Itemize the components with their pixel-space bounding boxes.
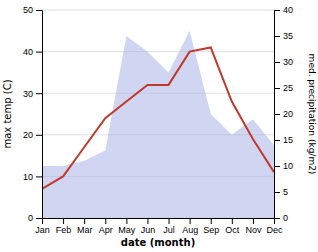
tick-mark <box>274 36 280 37</box>
tick: 50 <box>23 5 42 15</box>
tick-mark <box>36 93 42 94</box>
tick-mark <box>36 10 42 11</box>
axis-line <box>36 11 43 219</box>
tick: 25 <box>274 83 293 93</box>
tick: Jul <box>163 218 175 235</box>
tick-label: 30 <box>283 57 293 67</box>
marks <box>42 31 274 218</box>
tick-mark <box>274 114 280 115</box>
plot: JanFebMarAprMayJunJulAugSepOctNovDec0102… <box>23 5 293 235</box>
tick-mark <box>126 218 127 224</box>
tick-label: Jan <box>35 225 50 235</box>
tick-label: 10 <box>283 161 293 171</box>
tick-mark <box>36 176 42 177</box>
tick-mark <box>274 166 280 167</box>
tick: Nov <box>245 218 262 235</box>
tick-label: 0 <box>28 213 33 223</box>
tick-mark <box>232 218 233 224</box>
tick-label: Dec <box>266 225 283 235</box>
y-axis: 0 10 20 30 40 50 <box>23 5 43 223</box>
tick-mark <box>274 192 280 193</box>
y2-axis: 0 5 10 15 20 25 30 35 40 <box>274 5 293 223</box>
tick-mark <box>36 52 42 53</box>
axis-line <box>275 11 281 219</box>
tick: 20 <box>274 109 293 119</box>
tick-label: 40 <box>283 5 293 15</box>
tick: Sep <box>203 218 219 235</box>
tick-label: 0 <box>283 213 288 223</box>
tick: Dec <box>266 218 283 235</box>
tick: 15 <box>274 135 293 145</box>
tick-mark <box>147 218 148 224</box>
tick: Oct <box>225 218 240 235</box>
tick-label: Mar <box>77 225 93 235</box>
chart: JanFebMarAprMayJunJulAugSepOctNovDec0102… <box>0 0 318 252</box>
grid <box>42 10 274 218</box>
y-axis-title: max temp (C) <box>2 79 13 148</box>
tick-mark <box>211 218 212 224</box>
tick: 20 <box>23 130 42 140</box>
tick: 10 <box>274 161 293 171</box>
tick-label: 15 <box>283 135 293 145</box>
tick-mark <box>63 218 64 224</box>
tick: May <box>118 218 136 235</box>
tick: 40 <box>274 5 293 15</box>
axis-line <box>43 219 275 225</box>
tick-label: 5 <box>283 187 288 197</box>
grid-line <box>42 10 274 11</box>
tick-label: Nov <box>245 225 262 235</box>
tick: Feb <box>56 218 72 235</box>
tick-label: Aug <box>182 225 198 235</box>
x-axis-title: date (month) <box>121 237 195 248</box>
area <box>42 31 274 218</box>
tick: 0 <box>274 213 288 223</box>
tick-label: 50 <box>23 5 33 15</box>
tick: 0 <box>28 213 42 223</box>
tick-label: 20 <box>23 130 33 140</box>
tick: Aug <box>182 218 198 235</box>
tick-label: May <box>118 225 136 235</box>
tick-mark <box>169 218 170 224</box>
tick-label: Sep <box>203 225 219 235</box>
tick-label: 25 <box>283 83 293 93</box>
tick-mark <box>274 140 280 141</box>
tick-label: 40 <box>23 47 33 57</box>
line <box>42 47 274 188</box>
tick-mark <box>190 218 191 224</box>
tick-label: 30 <box>23 89 33 99</box>
tick-label: 20 <box>283 109 293 119</box>
tick-label: Jul <box>163 225 175 235</box>
tick-mark <box>105 218 106 224</box>
tick-mark <box>274 218 280 219</box>
tick: Apr <box>99 218 113 235</box>
tick-label: Apr <box>99 225 113 235</box>
tick-label: Feb <box>56 225 72 235</box>
tick-label: Oct <box>225 225 240 235</box>
tick: 10 <box>23 172 42 182</box>
tick-mark <box>274 88 280 89</box>
tick: 30 <box>274 57 293 67</box>
tick: 35 <box>274 31 293 41</box>
tick: Jun <box>141 218 156 235</box>
tick: 30 <box>23 89 42 99</box>
tick: 40 <box>23 47 42 57</box>
x-axis: Jan Feb Mar Apr May Jun Jul Aug Sep Oct Nov Dec <box>35 218 283 235</box>
tick-mark <box>36 218 42 219</box>
tick-mark <box>274 62 280 63</box>
y2-axis-title: med. precipitation (kg/m2) <box>307 54 317 175</box>
tick-label: 10 <box>23 172 33 182</box>
tick: Mar <box>77 218 93 235</box>
tick-mark <box>36 135 42 136</box>
tick-label: Jun <box>141 225 156 235</box>
tick-label: 35 <box>283 31 293 41</box>
grid-line <box>42 51 274 52</box>
tick: 5 <box>274 187 288 197</box>
tick-mark <box>84 218 85 224</box>
tick-mark <box>253 218 254 224</box>
tick: Jan <box>35 218 50 235</box>
tick-mark <box>274 10 280 11</box>
